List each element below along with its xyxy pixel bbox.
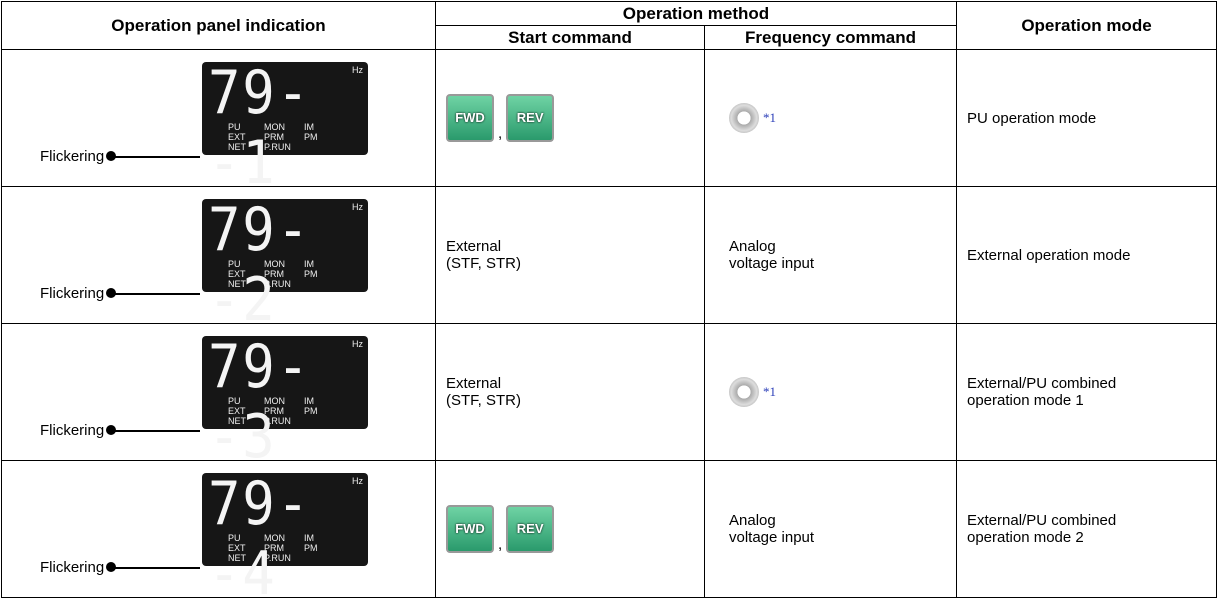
table-row: 79--1 Hz PU EXT NET MON PRM P.RUN IM PM Flickering…: [1, 49, 1217, 198]
panel-label: IM: [304, 259, 314, 269]
panel-label: EXT: [228, 269, 246, 279]
panel-label: MON: [264, 259, 285, 269]
panel-label: Hz: [352, 202, 363, 212]
panel-label: MON: [264, 122, 285, 132]
mode-cell: External/PU combined operation mode 2: [956, 460, 1217, 598]
start-cell: FWD,REV: [435, 460, 705, 598]
table-row: 79--4 Hz PU EXT NET MON PRM P.RUN IM PM Flickering…: [1, 460, 1217, 609]
pointer-dot: [106, 562, 116, 572]
start-cell: FWD,REV: [435, 49, 705, 187]
display-digits: 79--1: [208, 58, 311, 198]
panel-cell: 79--1 Hz PU EXT NET MON PRM P.RUN IM PM Flickering: [1, 49, 436, 198]
separator: ,: [498, 125, 503, 142]
panel-label: EXT: [228, 543, 246, 553]
mode-cell: PU operation mode: [956, 49, 1217, 187]
mode-cell: External operation mode: [956, 186, 1217, 324]
header-cell: Frequency command: [704, 25, 957, 50]
panel-label: NET: [228, 142, 246, 152]
key-button: FWD: [446, 94, 494, 142]
dial-icon: [729, 377, 759, 407]
frequency-cell: *1: [704, 323, 957, 461]
panel-label: EXT: [228, 406, 246, 416]
panel-label: P.RUN: [264, 416, 291, 426]
pointer-line: [115, 567, 200, 569]
flicker-label: Flickering: [40, 285, 105, 302]
display-panel: 79--3 Hz PU EXT NET MON PRM P.RUN IM PM: [202, 332, 368, 472]
display-digits: 79--4: [208, 469, 311, 609]
header-cell: Operation method: [435, 1, 957, 26]
header-cell: Operation mode: [956, 1, 1217, 50]
panel-label: PRM: [264, 132, 284, 142]
panel-label: PU: [228, 533, 241, 543]
panel-label: PU: [228, 259, 241, 269]
start-text: External (STF, STR): [446, 238, 521, 272]
start-text: External (STF, STR): [446, 375, 521, 409]
panel-label: NET: [228, 279, 246, 289]
table-row: 79--2 Hz PU EXT NET MON PRM P.RUN IM PM Flickering…: [1, 186, 1217, 335]
panel-cell: 79--2 Hz PU EXT NET MON PRM P.RUN IM PM Flickering: [1, 186, 436, 335]
start-cell: External (STF, STR): [435, 186, 705, 324]
flicker-label: Flickering: [40, 559, 105, 576]
panel-label: MON: [264, 396, 285, 406]
key-button: FWD: [446, 505, 494, 553]
note-ref: *1: [763, 110, 776, 125]
frequency-cell: Analog voltage input: [704, 186, 957, 324]
key-button: REV: [506, 505, 555, 553]
panel-label: Hz: [352, 339, 363, 349]
panel-label: PM: [304, 406, 318, 416]
display-digits: 79--3: [208, 332, 311, 472]
panel-label: NET: [228, 553, 246, 563]
header-cell: Start command: [435, 25, 705, 50]
table-row: 79--3 Hz PU EXT NET MON PRM P.RUN IM PM Flickering…: [1, 323, 1217, 472]
separator: ,: [498, 536, 503, 553]
pointer-line: [115, 156, 200, 158]
panel-cell: 79--4 Hz PU EXT NET MON PRM P.RUN IM PM Flickering: [1, 460, 436, 609]
panel-label: Hz: [352, 476, 363, 486]
panel-label: PU: [228, 122, 241, 132]
panel-label: MON: [264, 533, 285, 543]
panel-label: NET: [228, 416, 246, 426]
panel-label: IM: [304, 396, 314, 406]
pointer-line: [115, 430, 200, 432]
display-panel: 79--1 Hz PU EXT NET MON PRM P.RUN IM PM: [202, 58, 368, 198]
flicker-label: Flickering: [40, 422, 105, 439]
panel-label: PM: [304, 543, 318, 553]
frequency-text: Analog voltage input: [729, 238, 815, 272]
panel-label: P.RUN: [264, 142, 291, 152]
pointer-dot: [106, 425, 116, 435]
panel-label: PRM: [264, 406, 284, 416]
pointer-line: [115, 293, 200, 295]
panel-label: P.RUN: [264, 553, 291, 563]
frequency-cell: *1: [704, 49, 957, 187]
mode-cell: External/PU combined operation mode 1: [956, 323, 1217, 461]
table-body: 79--1 Hz PU EXT NET MON PRM P.RUN IM PM Flickering…: [1, 49, 1217, 609]
panel-label: PRM: [264, 269, 284, 279]
panel-label: PM: [304, 269, 318, 279]
panel-label: PRM: [264, 543, 284, 553]
panel-label: PU: [228, 396, 241, 406]
header-cell: Operation panel indication: [1, 1, 436, 50]
flicker-label: Flickering: [40, 148, 105, 165]
note-ref: *1: [763, 384, 776, 399]
panel-label: Hz: [352, 65, 363, 75]
display-panel: 79--2 Hz PU EXT NET MON PRM P.RUN IM PM: [202, 195, 368, 335]
key-button: REV: [506, 94, 555, 142]
panel-cell: 79--3 Hz PU EXT NET MON PRM P.RUN IM PM Flickering: [1, 323, 436, 472]
panel-label: P.RUN: [264, 279, 291, 289]
panel-label: PM: [304, 132, 318, 142]
panel-label: IM: [304, 533, 314, 543]
start-cell: External (STF, STR): [435, 323, 705, 461]
dial-icon: [729, 103, 759, 133]
frequency-text: Analog voltage input: [729, 512, 815, 546]
pointer-dot: [106, 151, 116, 161]
panel-label: EXT: [228, 132, 246, 142]
display-panel: 79--4 Hz PU EXT NET MON PRM P.RUN IM PM: [202, 469, 368, 609]
pointer-dot: [106, 288, 116, 298]
panel-label: IM: [304, 122, 314, 132]
frequency-cell: Analog voltage input: [704, 460, 957, 598]
